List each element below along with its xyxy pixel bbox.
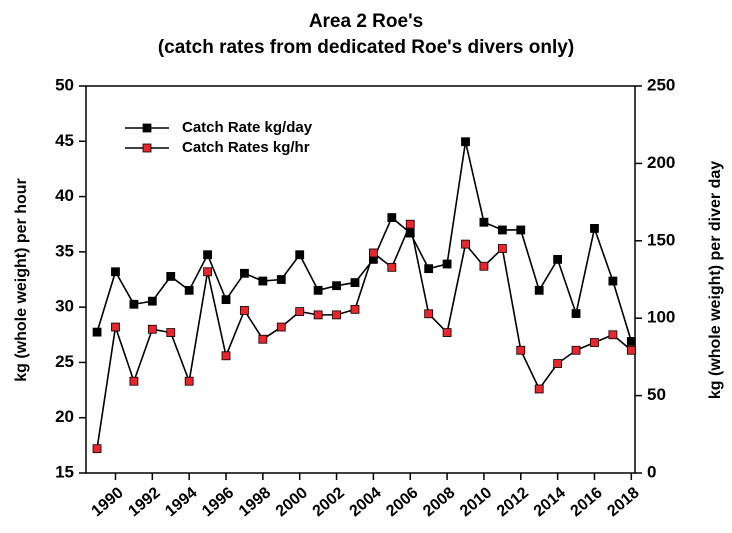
x-tick-label: 2004: [346, 484, 384, 520]
point: [166, 272, 176, 281]
point: [240, 268, 249, 278]
point: [516, 225, 526, 235]
x-tick-label: 1994: [162, 484, 200, 520]
point: [111, 267, 120, 277]
y-tick-label: 15: [55, 462, 74, 481]
x-tick-label: 2014: [531, 484, 569, 520]
series-line: [96, 221, 632, 449]
point: [497, 225, 507, 235]
y-tick-label: 30: [55, 297, 74, 316]
point: [295, 250, 305, 260]
y2-tick-label: 100: [647, 308, 675, 327]
point: [313, 310, 323, 320]
y2-tick-label: 0: [647, 462, 656, 481]
point: [313, 285, 323, 295]
x-tick-label: 1992: [125, 484, 163, 520]
y-tick-label: 20: [55, 407, 74, 426]
y-tick-label: 25: [55, 352, 74, 371]
point: [184, 285, 194, 295]
point: [221, 295, 231, 305]
y-tick-label: 40: [55, 186, 74, 205]
point: [92, 327, 102, 337]
point: [534, 384, 544, 394]
point: [553, 254, 563, 264]
point: [240, 306, 249, 315]
x-tick-label: 1996: [199, 484, 237, 520]
point: [332, 310, 341, 320]
point: [405, 219, 415, 229]
y2-tick-label: 200: [647, 153, 675, 172]
point: [147, 324, 157, 334]
plot-frame: [85, 85, 636, 474]
x-tick-label: 1998: [236, 484, 274, 520]
x-tick-label: 2000: [273, 484, 311, 520]
y2-tick-label: 150: [647, 230, 675, 249]
point: [203, 267, 212, 277]
point: [295, 307, 305, 316]
point: [424, 309, 434, 319]
chart-subtitle: (catch rates from dedicated Roe's divers…: [158, 37, 574, 58]
point: [608, 330, 618, 340]
point: [221, 351, 231, 361]
point: [129, 376, 139, 386]
y-tick-label: 50: [55, 75, 74, 94]
y2-tick-label: 50: [647, 385, 666, 404]
point: [368, 248, 378, 258]
x-tick-label: 2008: [420, 484, 458, 520]
point: [350, 304, 360, 314]
legend-marker: [142, 143, 152, 153]
point: [129, 299, 139, 309]
point: [166, 328, 176, 337]
point: [590, 338, 599, 347]
point: [442, 328, 452, 337]
point: [203, 250, 212, 260]
point: [461, 137, 470, 147]
point: [387, 213, 397, 222]
point: [497, 244, 507, 253]
point: [276, 275, 286, 284]
x-tick-label: 2010: [457, 484, 495, 520]
point: [571, 345, 581, 355]
point: [276, 322, 286, 332]
point: [111, 322, 120, 332]
point: [332, 281, 341, 291]
x-tick-label: 2018: [604, 484, 642, 520]
point: [387, 262, 397, 272]
x-tick-label: 2012: [494, 484, 532, 520]
point: [626, 337, 636, 346]
x-tick-label: 2006: [383, 484, 421, 520]
point: [479, 217, 489, 227]
point: [626, 345, 636, 355]
series-line: [96, 141, 633, 342]
point: [553, 359, 563, 368]
y-tick-label: 45: [55, 131, 74, 150]
x-tick-label: 1990: [89, 484, 127, 520]
y-tick-label: 35: [55, 241, 74, 260]
point: [590, 224, 599, 233]
point: [608, 276, 618, 286]
y2-tick-label: 250: [647, 75, 675, 94]
y-axis-label: kg (whole weight) per hour: [13, 178, 30, 382]
point: [534, 285, 544, 295]
point: [184, 376, 194, 386]
point: [571, 309, 581, 318]
chart-title: Area 2 Roe's: [309, 11, 423, 32]
point: [258, 276, 268, 286]
point: [442, 259, 452, 269]
point: [258, 334, 268, 344]
point: [461, 239, 470, 249]
point: [424, 264, 434, 274]
legend-marker: [142, 123, 152, 133]
legend-label: Catch Rate kg/day: [182, 119, 313, 136]
point: [350, 278, 360, 287]
x-tick-label: 2016: [568, 484, 606, 520]
point: [479, 261, 489, 271]
point: [147, 296, 157, 306]
point: [516, 345, 526, 355]
y2-axis-label: kg (whole weight) per diver day: [707, 161, 724, 399]
point: [92, 444, 102, 454]
x-tick-label: 2002: [310, 484, 348, 520]
legend-label: Catch Rates kg/hr: [182, 139, 310, 156]
